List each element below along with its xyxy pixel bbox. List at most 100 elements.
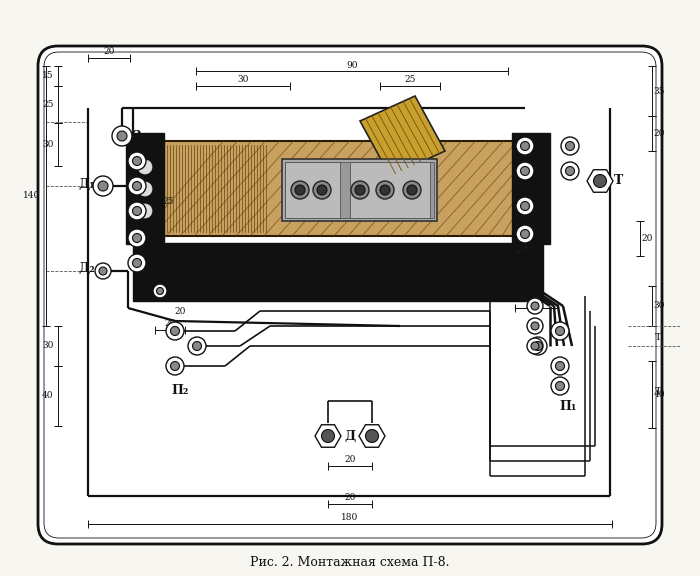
Circle shape [516,225,534,243]
Circle shape [516,162,534,180]
Circle shape [193,342,202,351]
Circle shape [407,185,417,195]
Circle shape [138,182,152,196]
Text: 30: 30 [653,301,665,310]
Polygon shape [587,170,613,192]
Circle shape [531,342,539,350]
Circle shape [527,338,543,354]
Circle shape [117,131,127,141]
Text: 3: 3 [132,130,140,142]
Circle shape [531,302,539,310]
Text: 20: 20 [531,297,542,306]
Circle shape [594,175,606,188]
Text: Д₂: Д₂ [78,263,95,275]
Circle shape [521,166,529,176]
Polygon shape [359,425,385,447]
Circle shape [529,337,547,355]
FancyBboxPatch shape [126,133,164,244]
Text: 20: 20 [344,494,356,502]
Text: 25: 25 [42,100,54,109]
Circle shape [516,197,534,215]
FancyBboxPatch shape [285,162,434,218]
Circle shape [128,152,146,170]
Text: 40: 40 [42,392,54,400]
Text: Д₁: Д₁ [78,177,95,191]
Circle shape [138,160,152,174]
Circle shape [556,362,564,370]
Text: 40: 40 [653,390,665,399]
Circle shape [166,322,184,340]
Circle shape [128,202,146,220]
Text: П₁: П₁ [559,400,577,412]
FancyBboxPatch shape [512,133,550,244]
Text: 140: 140 [23,191,41,200]
Circle shape [551,322,569,340]
Circle shape [132,259,141,267]
Circle shape [317,185,327,195]
Circle shape [99,267,107,275]
Text: 180: 180 [342,513,358,521]
Text: 20: 20 [174,306,186,316]
Text: Т: Т [654,386,661,396]
Circle shape [556,327,564,335]
Circle shape [380,185,390,195]
Circle shape [351,181,369,199]
Text: T: T [613,175,622,188]
Circle shape [533,342,542,351]
Circle shape [516,137,534,155]
Text: 90: 90 [346,60,358,70]
FancyBboxPatch shape [282,159,437,221]
Text: 20: 20 [164,320,176,328]
Circle shape [551,357,569,375]
Circle shape [561,137,579,155]
Circle shape [93,176,113,196]
Text: 20: 20 [344,456,356,464]
Circle shape [171,327,179,335]
Polygon shape [315,425,341,447]
FancyBboxPatch shape [285,162,340,218]
Circle shape [566,142,575,150]
Circle shape [531,322,539,330]
Circle shape [521,202,529,210]
Circle shape [561,162,579,180]
Circle shape [153,284,167,298]
Text: 20: 20 [653,129,665,138]
Text: 15: 15 [42,71,54,81]
Text: 35: 35 [653,86,665,96]
Circle shape [95,263,111,279]
FancyBboxPatch shape [350,162,430,218]
Text: Д: Д [344,430,356,442]
FancyBboxPatch shape [38,46,662,544]
Text: 25: 25 [162,196,174,206]
Circle shape [128,229,146,247]
Circle shape [527,298,543,314]
Circle shape [171,362,179,370]
Text: 30: 30 [42,342,54,351]
Text: 30: 30 [42,140,54,149]
Circle shape [188,337,206,355]
Circle shape [556,381,564,391]
Circle shape [355,185,365,195]
FancyBboxPatch shape [158,141,518,236]
Text: 20: 20 [641,234,652,243]
Circle shape [157,287,164,294]
Text: Рис. 2. Монтажная схема П-8.: Рис. 2. Монтажная схема П-8. [251,555,449,569]
Circle shape [128,177,146,195]
Circle shape [98,181,108,191]
Circle shape [112,126,132,146]
Circle shape [521,229,529,238]
Circle shape [551,377,569,395]
Polygon shape [360,96,445,176]
Circle shape [291,181,309,199]
Text: 20: 20 [139,276,150,286]
Circle shape [128,254,146,272]
Circle shape [295,185,305,195]
Text: П₂: П₂ [172,385,189,397]
Text: 25: 25 [405,75,416,85]
Circle shape [527,318,543,334]
Text: 20: 20 [104,47,115,56]
Circle shape [132,233,141,242]
FancyBboxPatch shape [133,243,543,301]
Circle shape [376,181,394,199]
Circle shape [321,430,335,442]
